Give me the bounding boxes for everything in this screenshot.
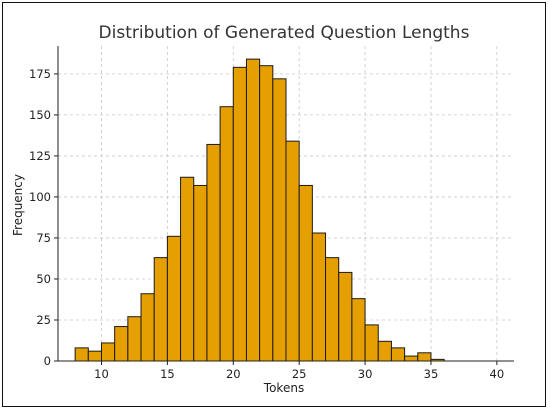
x-tick-label: 25 [292,367,307,381]
histogram-bar [338,271,353,362]
histogram-bar [140,293,155,362]
histogram-bar [404,355,419,362]
x-tick-label: 15 [160,367,175,381]
chart-title: Distribution of Generated Question Lengt… [99,23,470,43]
histogram-bar [417,352,432,362]
x-tick-label: 35 [424,367,439,381]
y-tick-label: 125 [29,149,51,163]
histogram-bar [87,350,102,362]
histogram-bar [153,257,168,362]
x-axis-label: Tokens [263,381,304,395]
histogram-bar [272,78,287,362]
histogram-bar [325,257,340,362]
y-tick-label: 50 [36,272,51,286]
histogram-bar [311,232,327,362]
histogram-bar [100,342,116,362]
y-axis-ticks: 0 25 50 75 100 125 150 175 [29,67,58,368]
histogram-bars [74,58,445,362]
x-tick-label: 10 [94,367,109,381]
histogram-bar [390,347,406,362]
y-tick-label: 175 [29,67,51,81]
histogram-bar [232,66,247,362]
x-axis-ticks: 10 15 20 25 30 35 40 [94,361,504,381]
histogram-bar [206,143,221,362]
histogram-bar [364,324,379,362]
y-axis-label: Frequency [11,174,25,236]
y-tick-label: 150 [29,108,51,122]
histogram-bar [166,235,182,362]
x-tick-label: 30 [358,367,373,381]
y-tick-label: 0 [44,354,51,368]
histogram-bar [285,140,300,362]
histogram-bar [219,106,234,362]
histogram-bar [377,340,392,362]
histogram-bar [298,184,313,362]
histogram-bar [245,58,261,362]
histogram-bar [259,65,274,362]
histogram-bar [193,184,208,362]
histogram-bar [351,298,366,362]
y-tick-label: 75 [36,231,51,245]
x-tick-label: 20 [226,367,241,381]
histogram-bar [114,326,129,362]
histogram-bar [74,347,89,362]
axes [57,46,514,362]
x-tick-label: 40 [490,367,505,381]
histogram-bar [180,176,195,362]
y-tick-label: 25 [36,313,51,327]
histogram-bar [127,316,142,362]
y-tick-label: 100 [29,190,51,204]
